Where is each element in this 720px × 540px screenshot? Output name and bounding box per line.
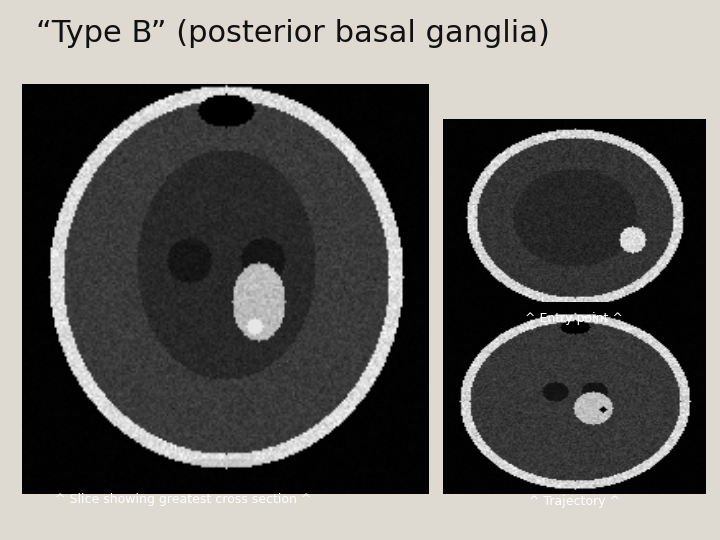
Text: ^ Slice showing greatest cross section ^: ^ Slice showing greatest cross section ^ [55, 493, 312, 507]
Text: “Type B” (posterior basal ganglia): “Type B” (posterior basal ganglia) [36, 19, 550, 48]
Text: ^ Entry point ^: ^ Entry point ^ [526, 312, 623, 325]
Text: ^ Trajectory ^: ^ Trajectory ^ [528, 495, 620, 508]
